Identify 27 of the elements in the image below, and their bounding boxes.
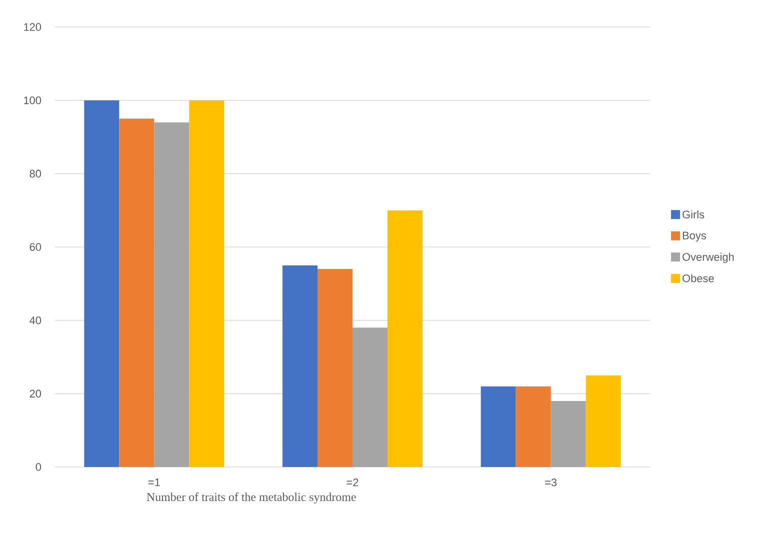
bar [282,265,318,467]
bar [189,100,224,467]
bar [352,328,388,467]
bar [318,269,353,467]
bar [154,122,190,467]
bar [480,386,516,467]
x-axis-title: Number of traits of the metabolic syndrome [146,492,356,504]
y-tick-label: 60 [30,243,42,251]
y-tick-label: 0 [36,463,42,471]
bar [550,401,586,467]
bar [586,375,621,467]
legend-label: Overweigh [682,252,734,263]
legend-label: Girls [682,210,704,218]
y-tick-label: 80 [30,170,42,178]
x-tick-label: =3 [545,478,557,486]
bar [84,100,120,467]
y-tick-label: 100 [24,96,42,104]
x-tick-label: =2 [346,478,358,486]
y-tick-label: 20 [30,390,42,398]
bar [119,118,154,467]
legend-label: Boys [682,232,706,242]
y-tick-label: 40 [30,316,42,324]
y-tick-label: 120 [24,23,42,31]
legend-label: Obese [682,274,714,282]
bar [388,210,423,467]
x-tick-label: =1 [148,478,160,486]
bar [516,386,551,467]
